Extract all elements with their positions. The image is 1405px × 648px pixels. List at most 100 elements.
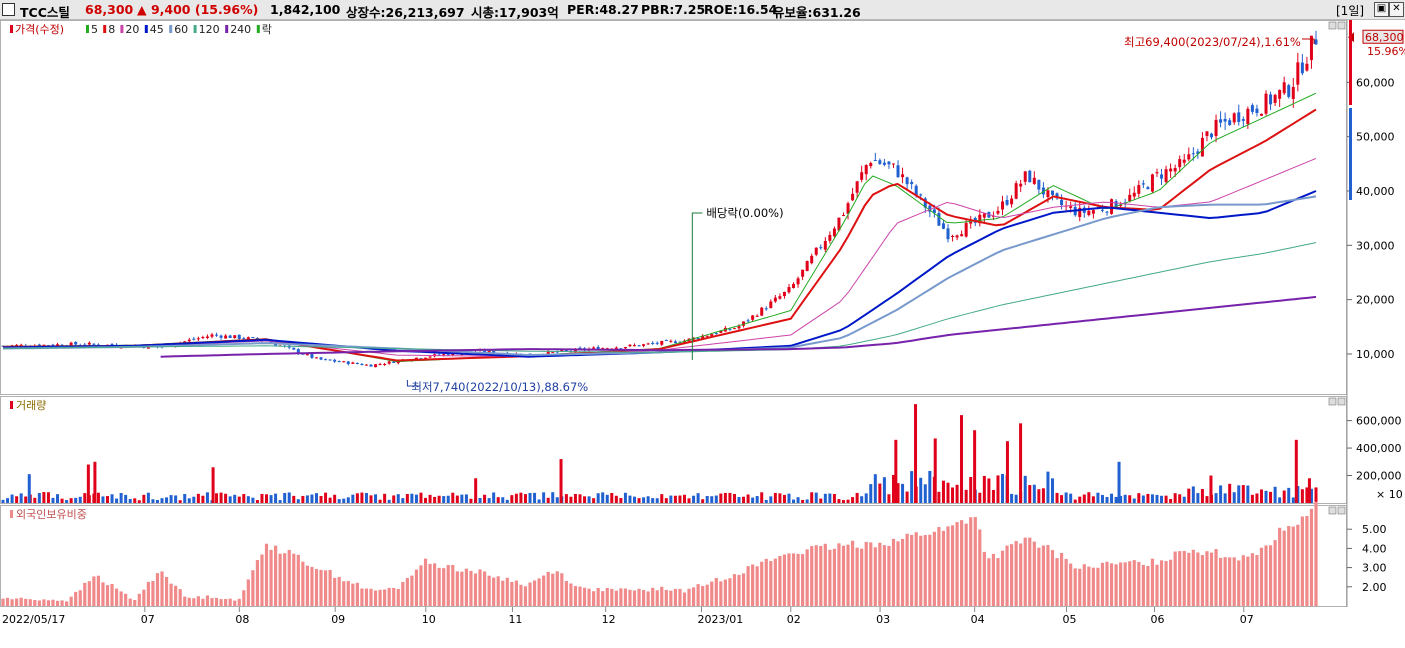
candle-body [1232,113,1236,123]
candle-body [1191,153,1195,155]
candle-body [851,193,855,201]
candle [1164,165,1168,185]
foreign-bar [1105,561,1109,606]
candle [228,334,232,339]
foreign-bar [528,582,532,606]
volume-bar [464,494,468,503]
candle [664,339,668,342]
candle-body [210,334,214,337]
foreign-bar [1237,560,1241,606]
candle [196,336,200,341]
foreign-bar [501,580,505,606]
select-checkbox[interactable] [2,3,15,16]
foreign-bar [601,591,605,606]
candle-body [1105,211,1109,213]
volume-panel-controls[interactable] [1328,397,1346,406]
volume-bar [419,492,423,503]
volume-bar [424,497,428,503]
stock-name[interactable]: TCC스틸 [20,5,70,20]
candle-body [1296,62,1300,85]
volume-bar [278,500,282,503]
foreign-bar [1000,550,1005,606]
candle [805,260,809,272]
volume-bar [246,496,250,503]
foreign-bar [705,584,709,606]
volume-bar [446,495,450,503]
candle-body [224,335,228,339]
candle-body [369,364,373,367]
candle-body [901,174,905,178]
foreign-bar [1205,551,1209,606]
restore-icon[interactable]: ▣ [1374,2,1389,17]
foreign-bar [273,545,278,606]
close-icon[interactable]: ✕ [1389,2,1404,17]
foreign-panel-controls[interactable] [1328,506,1346,515]
candle [1037,179,1041,194]
volume-bar [328,497,332,503]
candle [642,343,646,348]
stock-chart[interactable]: 10,000 20,000 30,000 40,000 50,000 60,000 2022… [0,20,1405,648]
foreign-bar [605,587,609,606]
volume-bar [823,493,827,503]
axis-area [1347,20,1405,607]
candle [714,332,718,335]
volume-bar [1064,492,1068,503]
candle-body [69,342,73,347]
volume-bar [1214,493,1218,503]
volume-bar [996,475,1000,503]
candle [982,213,986,223]
candle-body [1041,187,1045,195]
candle [1228,117,1232,126]
volume-bar [1164,495,1168,503]
foreign-bar [183,596,187,606]
candle-body [1091,210,1095,214]
foreign-bar [1132,560,1136,606]
foreign-bar [15,598,19,606]
candle [851,187,855,202]
volume-bar [165,497,169,503]
foreign-bar [437,567,441,606]
volume-bar [542,492,546,503]
volume-bar [24,496,28,503]
candle-body [319,357,323,360]
candle-body [424,357,428,359]
price-panel[interactable] [0,20,1347,395]
candle-body [633,345,637,347]
volume-bar [1028,485,1032,503]
foreign-bar [1014,541,1018,606]
foreign-bar [28,599,32,606]
foreign-bar [941,530,946,606]
price-panel-controls[interactable] [1328,21,1346,30]
candle [1060,194,1064,210]
volume-bar [910,471,914,503]
candle [660,340,664,346]
foreign-bar [360,588,364,606]
volume-panel[interactable] [0,396,1347,504]
foreign-bar [392,587,396,606]
candle-body [1182,159,1186,163]
foreign-bar [169,583,173,606]
volume-bar [810,492,814,503]
foreign-bar [519,584,523,606]
candle-body [487,350,491,353]
foreign-bar [455,571,459,606]
foreign-bar [187,597,191,606]
foreign-bar [287,549,291,606]
candle-body [1250,105,1254,112]
foreign-bar [1023,537,1027,606]
candle-body [1200,137,1204,157]
foreign-bar [646,591,650,606]
legend-swatch [86,25,89,33]
volume-bar [115,498,119,503]
volume-bar [955,484,959,503]
candle-body [1164,169,1168,183]
candle-body [1287,85,1291,97]
x-axis-label: 08 [235,613,249,626]
volume-spike-bar [559,459,563,503]
foreign-bar [919,535,923,606]
candle-body [1255,108,1259,114]
volume-bar [596,493,600,503]
period-button[interactable]: [1일] [1336,4,1365,18]
candle-body [1210,133,1214,138]
candle-body [314,357,318,359]
